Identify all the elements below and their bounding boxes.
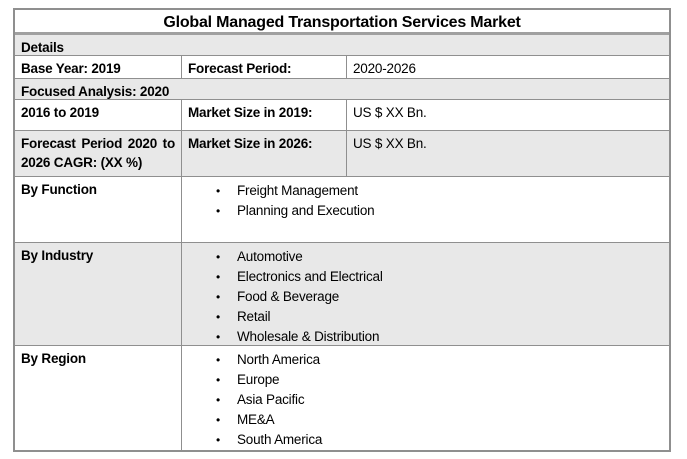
market-size-2019-label: Market Size in 2019:: [182, 100, 347, 130]
list-item-label: North America: [237, 352, 320, 367]
list-item: • Electronics and Electrical: [203, 267, 665, 287]
focused-analysis-row: Focused Analysis: 2020: [15, 79, 669, 100]
by-region-items: • North America • Europe • Asia Pacific • ME…: [182, 346, 669, 450]
by-industry-label: By Industry: [15, 243, 182, 345]
list-item-label: ME&A: [237, 412, 275, 427]
by-region-label: By Region: [15, 346, 182, 450]
forecast-period-value: 2020-2026: [353, 61, 416, 76]
bullet-icon: •: [216, 204, 221, 218]
bullet-icon: •: [216, 413, 221, 427]
table-title: Global Managed Transportation Services M…: [163, 14, 521, 31]
base-year-label: Base Year: 2019: [15, 56, 182, 78]
historic-period-label: 2016 to 2019: [15, 100, 182, 130]
focused-analysis-label: Focused Analysis: 2020: [21, 84, 170, 99]
list-item: • Planning and Execution: [203, 201, 665, 221]
list-item-label: Wholesale & Distribution: [237, 329, 380, 344]
bullet-icon: •: [216, 290, 221, 304]
bullet-icon: •: [216, 373, 221, 387]
by-industry-row: By Industry • Automotive • Electronics and…: [15, 243, 669, 346]
list-item-label: Food & Beverage: [237, 289, 340, 304]
forecast-period-label: Forecast Period:: [182, 56, 347, 78]
list-item-label: Asia Pacific: [237, 392, 305, 407]
list-item: • North America: [203, 350, 665, 370]
bullet-icon: •: [216, 270, 221, 284]
list-item: • Europe: [203, 370, 665, 390]
list-item-label: Retail: [237, 309, 271, 324]
list-item: • Wholesale & Distribution: [203, 327, 665, 347]
list-item-label: Freight Management: [237, 183, 358, 198]
title-row: Global Managed Transportation Services M…: [15, 10, 669, 35]
list-item: • South America: [203, 430, 665, 450]
list-item: • Automotive: [203, 247, 665, 267]
bullet-icon: •: [216, 184, 221, 198]
list-item-label: Planning and Execution: [237, 203, 375, 218]
market-size-2019-value: US $ XX Bn.: [353, 105, 427, 120]
market-summary-table: Global Managed Transportation Services M…: [13, 8, 671, 452]
bullet-icon: •: [216, 310, 221, 324]
list-item: • Freight Management: [203, 181, 665, 201]
list-item: • Retail: [203, 307, 665, 327]
market-size-2026-label: Market Size in 2026:: [182, 131, 347, 176]
market-size-2026-value: US $ XX Bn.: [353, 136, 427, 151]
list-item: • ME&A: [203, 410, 665, 430]
by-region-row: By Region • North America • Europe • Asia P…: [15, 346, 669, 450]
list-item-label: Automotive: [237, 249, 303, 264]
list-item-label: South America: [237, 432, 323, 447]
by-function-label: By Function: [15, 177, 182, 242]
forecast-cagr-label: Forecast Period 2020 to 2026 CAGR: (XX %…: [15, 131, 182, 176]
list-item: • Food & Beverage: [203, 287, 665, 307]
details-header: Details: [21, 40, 64, 55]
by-function-row: By Function • Freight Management • Plannin…: [15, 177, 669, 243]
bullet-icon: •: [216, 433, 221, 447]
bullet-icon: •: [216, 250, 221, 264]
details-header-row: Details: [15, 35, 669, 56]
historic-period-row: 2016 to 2019 Market Size in 2019: US $ X…: [15, 100, 669, 131]
by-industry-items: • Automotive • Electronics and Electrical …: [182, 243, 669, 345]
bullet-icon: •: [216, 393, 221, 407]
list-item-label: Europe: [237, 372, 280, 387]
bullet-icon: •: [216, 353, 221, 367]
by-function-items: • Freight Management • Planning and Execut…: [182, 177, 669, 242]
forecast-cagr-row: Forecast Period 2020 to 2026 CAGR: (XX %…: [15, 131, 669, 177]
base-year-row: Base Year: 2019 Forecast Period: 2020-20…: [15, 56, 669, 79]
bullet-icon: •: [216, 330, 221, 344]
list-item: • Asia Pacific: [203, 390, 665, 410]
list-item-label: Electronics and Electrical: [237, 269, 383, 284]
